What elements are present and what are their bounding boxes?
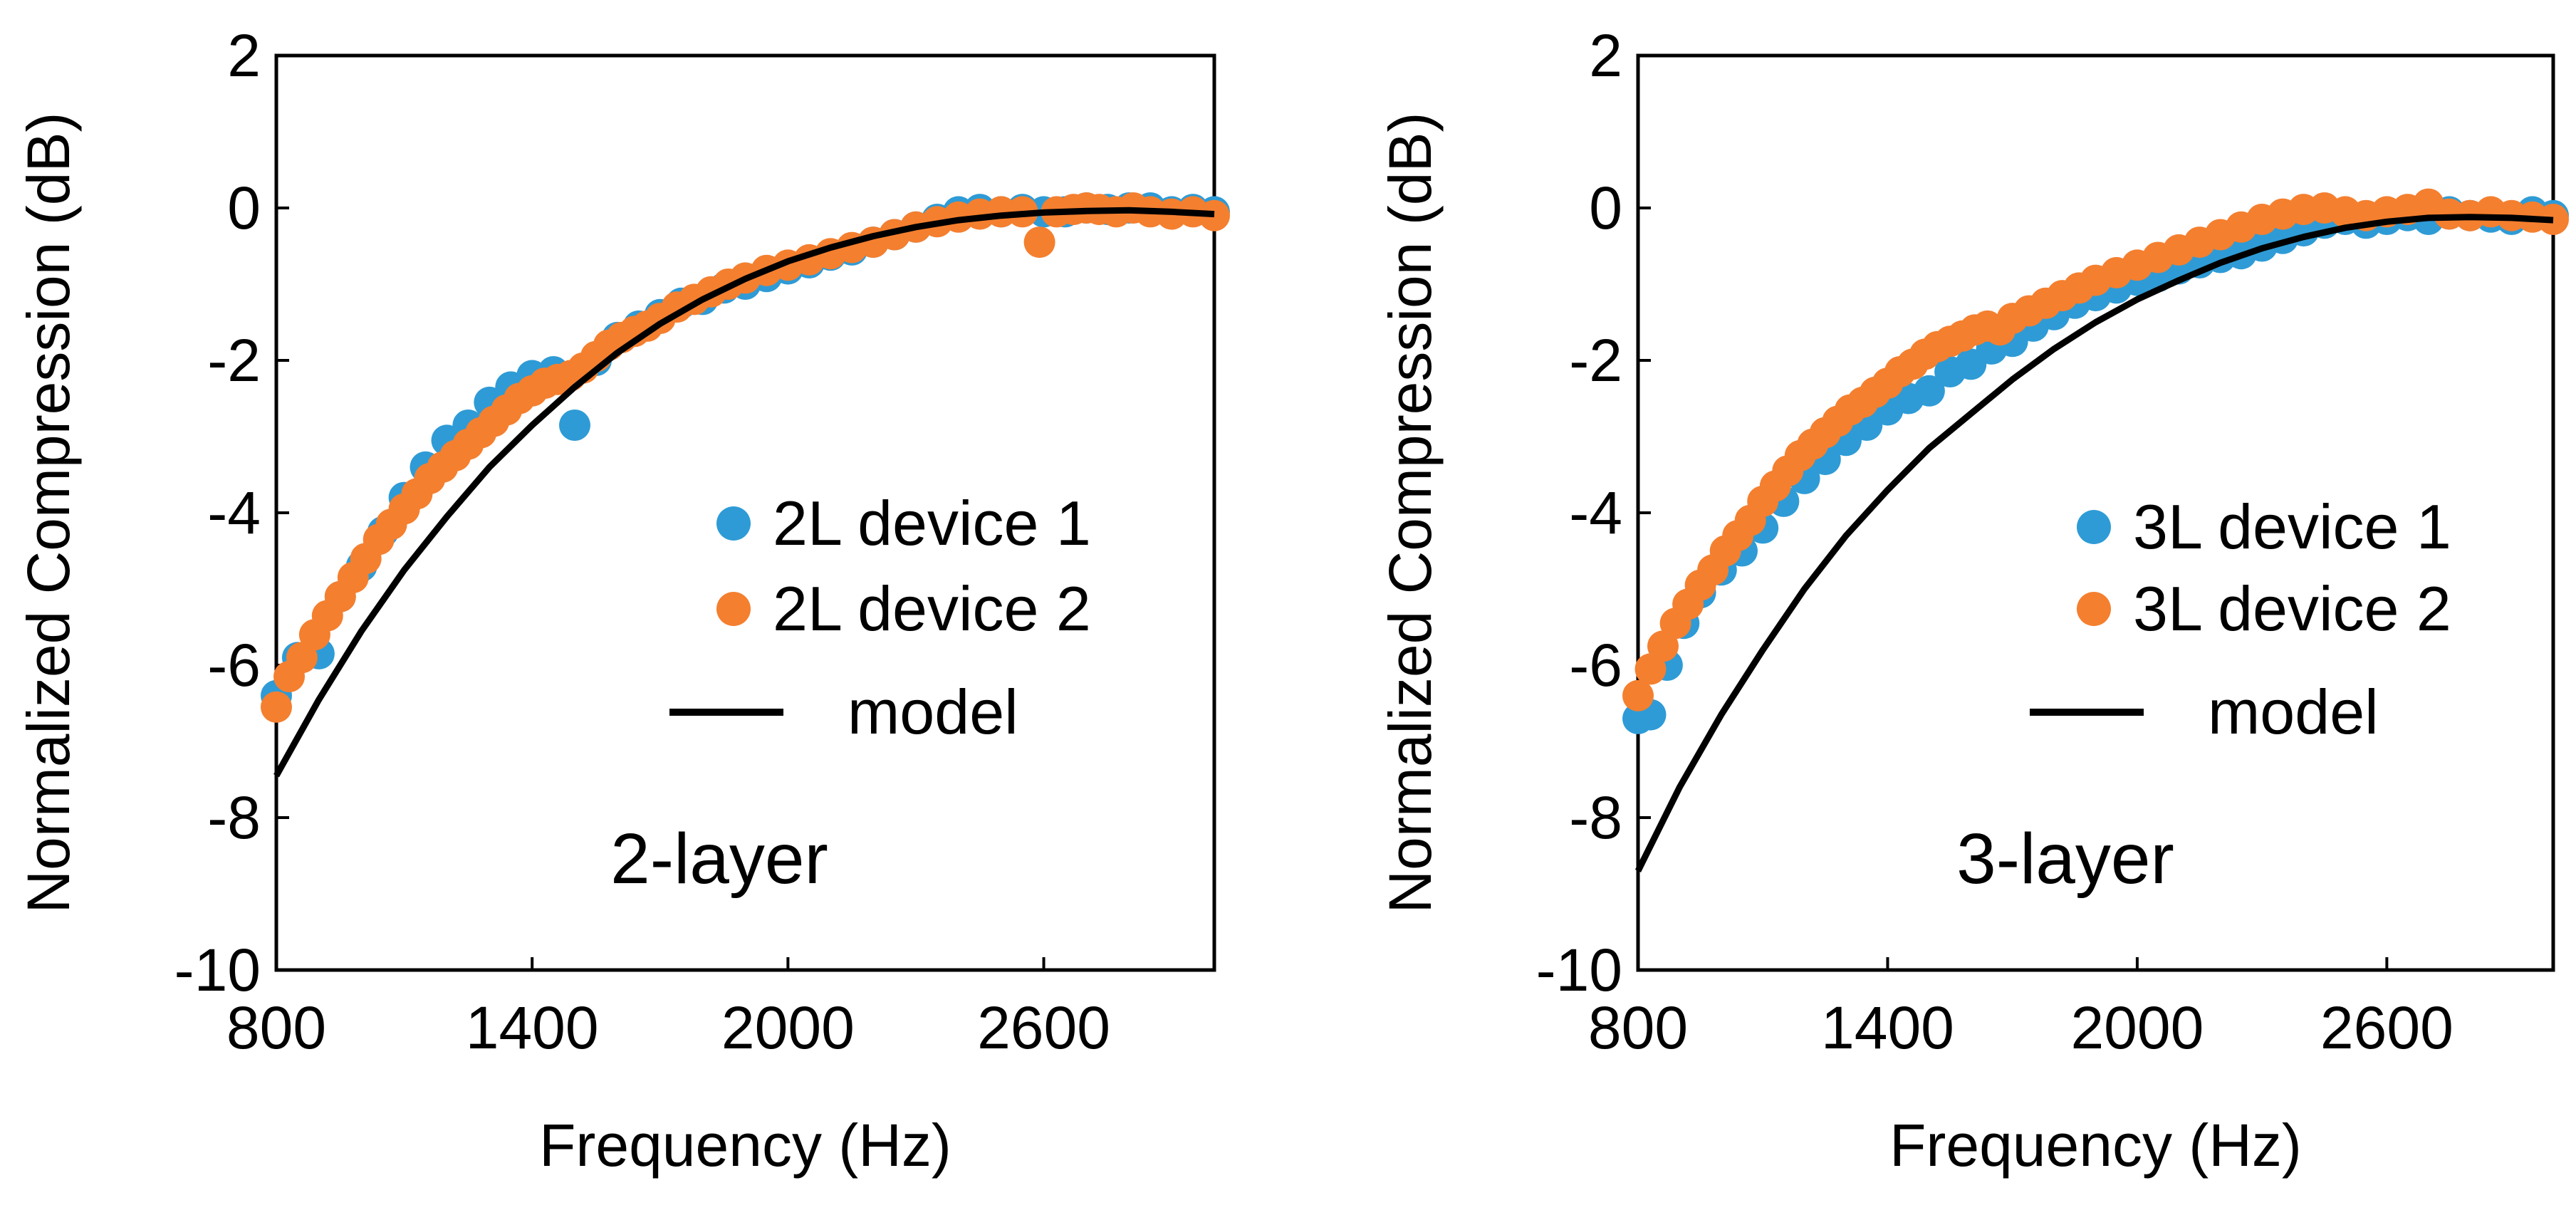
- legend-marker: [2077, 510, 2111, 544]
- legend-label: 3L device 2: [2133, 573, 2451, 644]
- y-tick-label: -4: [207, 479, 261, 546]
- x-tick-label: 1400: [466, 994, 599, 1061]
- y-tick-label: -10: [1536, 937, 1622, 1003]
- legend-marker: [2077, 592, 2111, 626]
- data-point: [1634, 653, 1667, 685]
- y-tick-label: -10: [174, 937, 261, 1003]
- legend-label: model: [848, 677, 1018, 747]
- y-tick-label: 2: [227, 22, 261, 89]
- y-tick-label: -6: [1569, 632, 1622, 699]
- x-axis-title: Frequency (Hz): [539, 1112, 951, 1179]
- data-point: [286, 642, 318, 674]
- panel-label: 2-layer: [610, 819, 828, 899]
- x-tick-label: 2600: [977, 994, 1110, 1061]
- data-point: [1622, 679, 1654, 711]
- legend-label: model: [2208, 677, 2379, 747]
- series-3l-device-2: [1622, 188, 2569, 711]
- legend-label: 3L device 1: [2133, 491, 2451, 562]
- data-point: [1913, 375, 1945, 407]
- y-axis-title: Normalized Compression (dB): [15, 112, 82, 913]
- x-tick-label: 800: [1588, 994, 1688, 1061]
- series-model: [273, 207, 1215, 778]
- y-axis-title: Normalized Compression (dB): [1377, 112, 1444, 913]
- x-tick-label: 2600: [2320, 994, 2454, 1061]
- legend-label: 2L device 2: [773, 573, 1091, 644]
- data-point: [1023, 226, 1055, 259]
- x-tick-label: 800: [226, 994, 326, 1061]
- y-tick-label: -8: [207, 784, 261, 851]
- legend-marker: [716, 592, 751, 626]
- x-tick-label: 1400: [1821, 994, 1954, 1061]
- x-tick-label: 2000: [2070, 994, 2204, 1061]
- y-tick-label: -4: [1569, 479, 1622, 546]
- y-tick-label: -2: [1569, 327, 1622, 394]
- data-point: [1199, 199, 1230, 231]
- data-point: [261, 691, 292, 723]
- y-tick-label: 2: [1589, 22, 1622, 89]
- legend: 3L device 1 3L device 2 model: [2030, 491, 2451, 747]
- y-tick-label: -6: [207, 632, 261, 699]
- x-axis-title: Frequency (Hz): [1889, 1112, 2302, 1179]
- y-tick-label: -2: [207, 327, 261, 394]
- series-model: [1634, 214, 2554, 872]
- y-tick-label: 0: [227, 174, 261, 241]
- model-line: [273, 207, 1215, 778]
- data-point: [559, 410, 590, 441]
- model-line: [1634, 214, 2554, 872]
- legend: 2L device 1 2L device 2 model: [669, 488, 1091, 747]
- x-tick-label: 2000: [721, 994, 855, 1061]
- legend-marker: [716, 506, 751, 541]
- data-point: [1647, 630, 1679, 662]
- legend-label: 2L device 1: [773, 488, 1091, 558]
- y-tick-label: 0: [1589, 174, 1622, 241]
- y-tick-label: -8: [1569, 784, 1622, 851]
- panel-label: 3-layer: [1956, 819, 2174, 899]
